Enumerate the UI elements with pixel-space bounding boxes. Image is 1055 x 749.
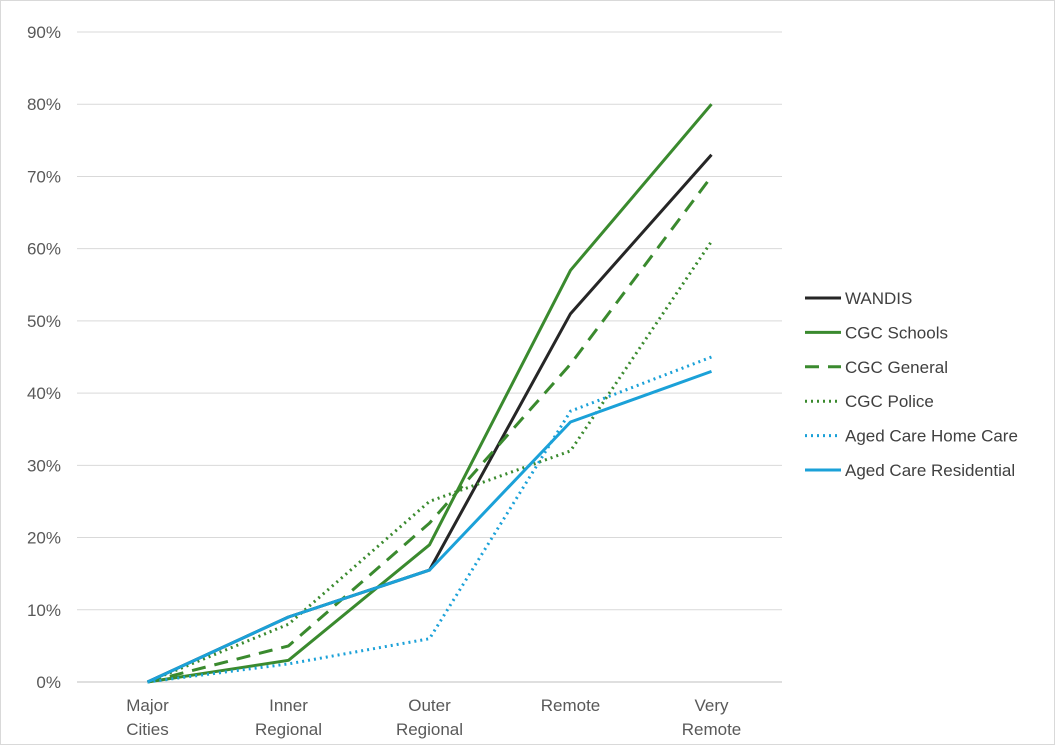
series-line-cgc-police (146, 240, 713, 684)
x-tick-label-remote: Remote (541, 696, 601, 715)
legend-item-cgc-police: CGC Police (805, 392, 934, 411)
y-tick-label-20: 20% (27, 529, 61, 548)
legend-item-aged-care-residential: Aged Care Residential (805, 461, 1015, 480)
legend-label-cgc-police: CGC Police (845, 392, 934, 411)
y-tick-label-90: 90% (27, 23, 61, 42)
y-tick-label-50: 50% (27, 312, 61, 331)
x-tick-label-major-cities: Major Cities (126, 696, 169, 739)
series-line-cgc-general (147, 175, 713, 684)
series-line-wandis (146, 153, 713, 684)
y-tick-label-0: 0% (36, 673, 61, 692)
x-tick-label-very-remote: Very Remote (682, 696, 742, 739)
y-axis-tick-labels: 0% 10% 20% 30% 40% 50% 60% 70% 80% 90% (27, 23, 61, 692)
x-axis-tick-labels: Major Cities Inner Regional Outer Regional Rem… (126, 696, 741, 739)
legend: WANDIS CGC Schools CGC General CGC Police Ag… (805, 289, 1018, 480)
legend-label-aged-care-residential: Aged Care Residential (845, 461, 1015, 480)
legend-item-cgc-schools: CGC Schools (805, 323, 948, 342)
legend-label-cgc-general: CGC General (845, 358, 948, 377)
legend-item-aged-care-home-care: Aged Care Home Care (805, 427, 1018, 446)
legend-item-wandis: WANDIS (805, 289, 912, 308)
x-tick-label-inner-regional: Inner Regional (255, 696, 322, 739)
series-lines (146, 103, 713, 684)
y-tick-label-40: 40% (27, 384, 61, 403)
legend-label-aged-care-home-care: Aged Care Home Care (845, 427, 1018, 446)
legend-item-cgc-general: CGC General (805, 358, 948, 377)
y-tick-label-70: 70% (27, 167, 61, 186)
y-tick-label-80: 80% (27, 95, 61, 114)
series-line-cgc-schools (147, 103, 713, 684)
y-tick-label-60: 60% (27, 240, 61, 259)
series-line-aged-care-residential (146, 369, 713, 684)
legend-label-wandis: WANDIS (845, 289, 912, 308)
y-tick-label-30: 30% (27, 456, 61, 475)
series-line-aged-care-home-care (147, 355, 713, 684)
y-tick-label-10: 10% (27, 601, 61, 620)
x-tick-label-outer-regional: Outer Regional (396, 696, 463, 739)
legend-label-cgc-schools: CGC Schools (845, 323, 948, 342)
gridlines (77, 31, 782, 683)
